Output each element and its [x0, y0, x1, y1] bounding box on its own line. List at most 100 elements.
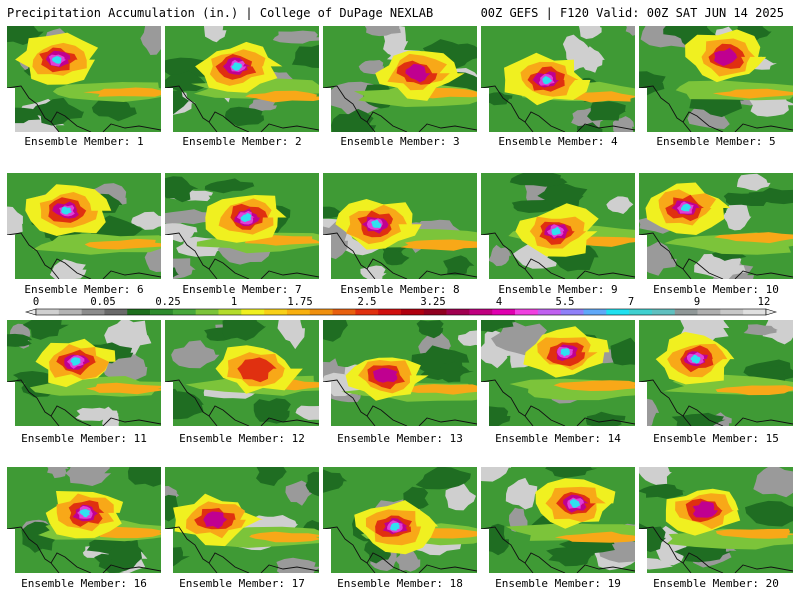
precip-map: [639, 26, 793, 132]
member-map-panel: [639, 26, 793, 132]
colorbar-swatch: [492, 309, 516, 315]
ensemble-member-label: Ensemble Member: 7: [182, 283, 302, 296]
colorbar-swatch: [423, 309, 447, 315]
state-border-lines: [323, 232, 477, 279]
member-map-panel: [323, 173, 477, 279]
ensemble-member-label: Ensemble Member: 13: [337, 432, 463, 445]
colorbar-tick-label: 1.75: [287, 296, 313, 308]
ensemble-member-label: Ensemble Member: 19: [495, 577, 621, 590]
colorbar-tick-label: 5.5: [555, 296, 575, 308]
precip-map: [323, 26, 477, 132]
state-border-lines: [639, 85, 793, 132]
product-title: Precipitation Accumulation (in.) | Colle…: [7, 6, 434, 20]
ensemble-member-label: Ensemble Member: 9: [498, 283, 618, 296]
ensemble-member-label: Ensemble Member: 17: [179, 577, 305, 590]
precip-map: [481, 467, 635, 573]
precip-map: [165, 26, 319, 132]
state-border-lines: [481, 526, 635, 573]
colorbar-tick-label: 4: [495, 296, 503, 308]
colorbar-swatch: [218, 309, 242, 315]
colorbar-swatch: [515, 309, 539, 315]
member-map-panel: [481, 26, 635, 132]
state-border-lines: [639, 379, 793, 426]
colorbar-swatch: [697, 309, 721, 315]
precip-map: [639, 173, 793, 279]
ensemble-member-label: Ensemble Member: 5: [656, 135, 776, 148]
colorbar-tick-label: 1: [230, 296, 238, 308]
precip-map: [7, 467, 161, 573]
member-map-panel: [639, 467, 793, 573]
colorbar-swatch: [172, 309, 196, 315]
colorbar-swatch: [537, 309, 561, 315]
ensemble-member-label: Ensemble Member: 3: [340, 135, 460, 148]
colorbar-tick-label: 0.05: [90, 296, 116, 308]
colorbar-tick-label: 9: [693, 296, 701, 308]
colorbar-swatch: [81, 309, 105, 315]
member-map-panel: [165, 26, 319, 132]
state-border-lines: [481, 232, 635, 279]
colorbar-swatch: [286, 309, 311, 315]
member-map-panel: [7, 467, 161, 573]
state-border-lines: [639, 526, 793, 573]
ensemble-member-label: Ensemble Member: 18: [337, 577, 463, 590]
member-map-panel: [165, 467, 319, 573]
state-border-lines: [7, 85, 161, 132]
colorbar-swatch: [104, 309, 128, 315]
colorbar-swatch: [629, 309, 653, 315]
colorbar-swatch: [560, 309, 584, 315]
state-border-lines: [323, 85, 477, 132]
colorbar-swatch: [241, 309, 265, 315]
colorbar-swatch: [58, 309, 82, 315]
state-border-lines: [639, 232, 793, 279]
ensemble-member-label: Ensemble Member: 20: [653, 577, 779, 590]
precip-map: [323, 173, 477, 279]
ensemble-member-label: Ensemble Member: 8: [340, 283, 460, 296]
member-map-panel: [7, 320, 161, 426]
precip-map: [165, 173, 319, 279]
precip-map: [7, 320, 161, 426]
precip-colorbar: 0 0.05 0.25 1 1.75 2.5 3.25 4 5.5 7 9 12: [0, 296, 800, 320]
ensemble-member-label: Ensemble Member: 4: [498, 135, 618, 148]
colorbar-swatch: [36, 309, 60, 315]
colorbar-max-arrow: [765, 308, 778, 316]
colorbar-swatch: [309, 309, 333, 315]
colorbar-swatch: [401, 309, 425, 315]
ensemble-member-label: Ensemble Member: 6: [24, 283, 144, 296]
model-valid-time: 00Z GEFS | F120 Valid: 00Z SAT JUN 14 20…: [480, 6, 784, 20]
ensemble-member-label: Ensemble Member: 12: [179, 432, 305, 445]
precip-map: [481, 320, 635, 426]
colorbar-scale: [24, 308, 778, 316]
colorbar-swatch: [446, 309, 470, 315]
state-border-lines: [323, 379, 477, 426]
colorbar-swatch: [469, 309, 493, 315]
precip-map: [7, 26, 161, 132]
ensemble-member-label: Ensemble Member: 11: [21, 432, 147, 445]
colorbar-swatch: [127, 309, 151, 315]
colorbar-min-arrow: [24, 308, 37, 316]
member-map-panel: [165, 320, 319, 426]
member-map-panel: [481, 173, 635, 279]
colorbar-swatch: [720, 309, 744, 315]
precip-map: [165, 467, 319, 573]
ensemble-member-label: Ensemble Member: 16: [21, 577, 147, 590]
ensemble-member-label: Ensemble Member: 10: [653, 283, 779, 296]
page-header: Precipitation Accumulation (in.) | Colle…: [0, 0, 800, 24]
state-border-lines: [481, 85, 635, 132]
colorbar-tick-label: 0: [32, 296, 40, 308]
ensemble-member-label: Ensemble Member: 2: [182, 135, 302, 148]
member-map-panel: [639, 320, 793, 426]
precip-map: [323, 320, 477, 426]
state-border-lines: [7, 526, 161, 573]
colorbar-swatch: [150, 309, 174, 315]
colorbar-tick-label: 12: [757, 296, 771, 308]
precip-map: [481, 173, 635, 279]
precip-map: [7, 173, 161, 279]
member-map-panel: [323, 26, 477, 132]
colorbar-tick-label: 3.25: [420, 296, 446, 308]
precip-map: [481, 26, 635, 132]
state-border-lines: [165, 232, 319, 279]
member-map-panel: [481, 467, 635, 573]
state-border-lines: [165, 526, 319, 573]
precip-map: [165, 320, 319, 426]
